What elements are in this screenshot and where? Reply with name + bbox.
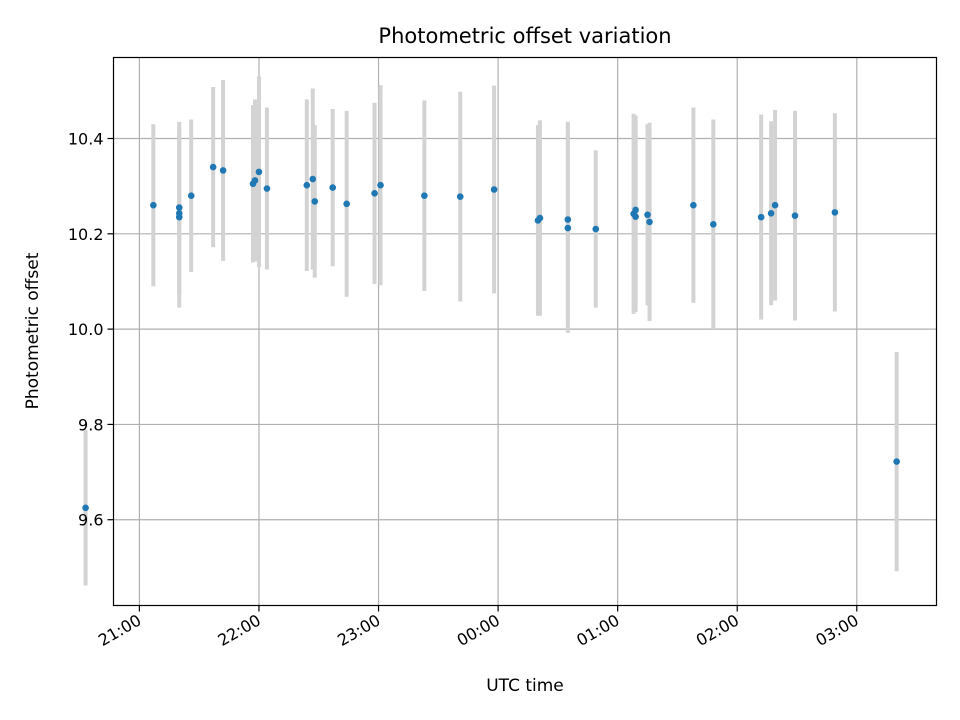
data-point (646, 218, 653, 226)
data-point (311, 198, 319, 205)
data-points (82, 163, 900, 512)
data-point (564, 224, 572, 232)
data-point (309, 175, 317, 183)
data-point (209, 163, 217, 171)
chart-title: Photometric offset variation (378, 24, 671, 48)
y-tick-label: 10.2 (68, 225, 104, 244)
data-point (371, 190, 378, 197)
data-point (757, 213, 765, 221)
y-axis-ticks: 9.6 9.8 10.0 10.2 10.4 (68, 130, 114, 530)
data-point (564, 216, 572, 223)
data-point (536, 214, 544, 222)
data-point (632, 213, 639, 220)
data-point (219, 167, 227, 174)
x-axis-label: UTC time (486, 676, 564, 696)
plot-frame (112, 56, 938, 607)
data-point (263, 185, 271, 192)
y-tick-label: 9.8 (78, 415, 103, 434)
data-point (421, 192, 428, 199)
data-point (303, 181, 311, 189)
data-point (377, 181, 384, 189)
data-point (82, 504, 89, 512)
data-point (690, 201, 697, 209)
data-point (456, 193, 464, 200)
y-tick-label: 10.0 (68, 320, 104, 339)
data-point (767, 210, 775, 217)
data-point (771, 201, 779, 209)
data-point (343, 200, 350, 208)
y-tick-label: 10.4 (68, 130, 104, 149)
data-point (251, 177, 259, 184)
y-axis-label: Photometric offset (23, 252, 43, 409)
data-point (150, 201, 157, 209)
data-point (791, 212, 799, 220)
data-point (187, 192, 195, 199)
data-point (592, 225, 600, 233)
data-point (710, 220, 717, 228)
data-point (329, 184, 337, 191)
data-point (255, 168, 263, 176)
data-point (644, 211, 651, 219)
data-point (831, 209, 839, 216)
data-point (175, 210, 183, 217)
data-point (893, 458, 900, 465)
data-point (175, 204, 183, 211)
data-point (490, 186, 498, 193)
data-point (632, 206, 639, 214)
y-tick-label: 9.6 (78, 511, 103, 530)
